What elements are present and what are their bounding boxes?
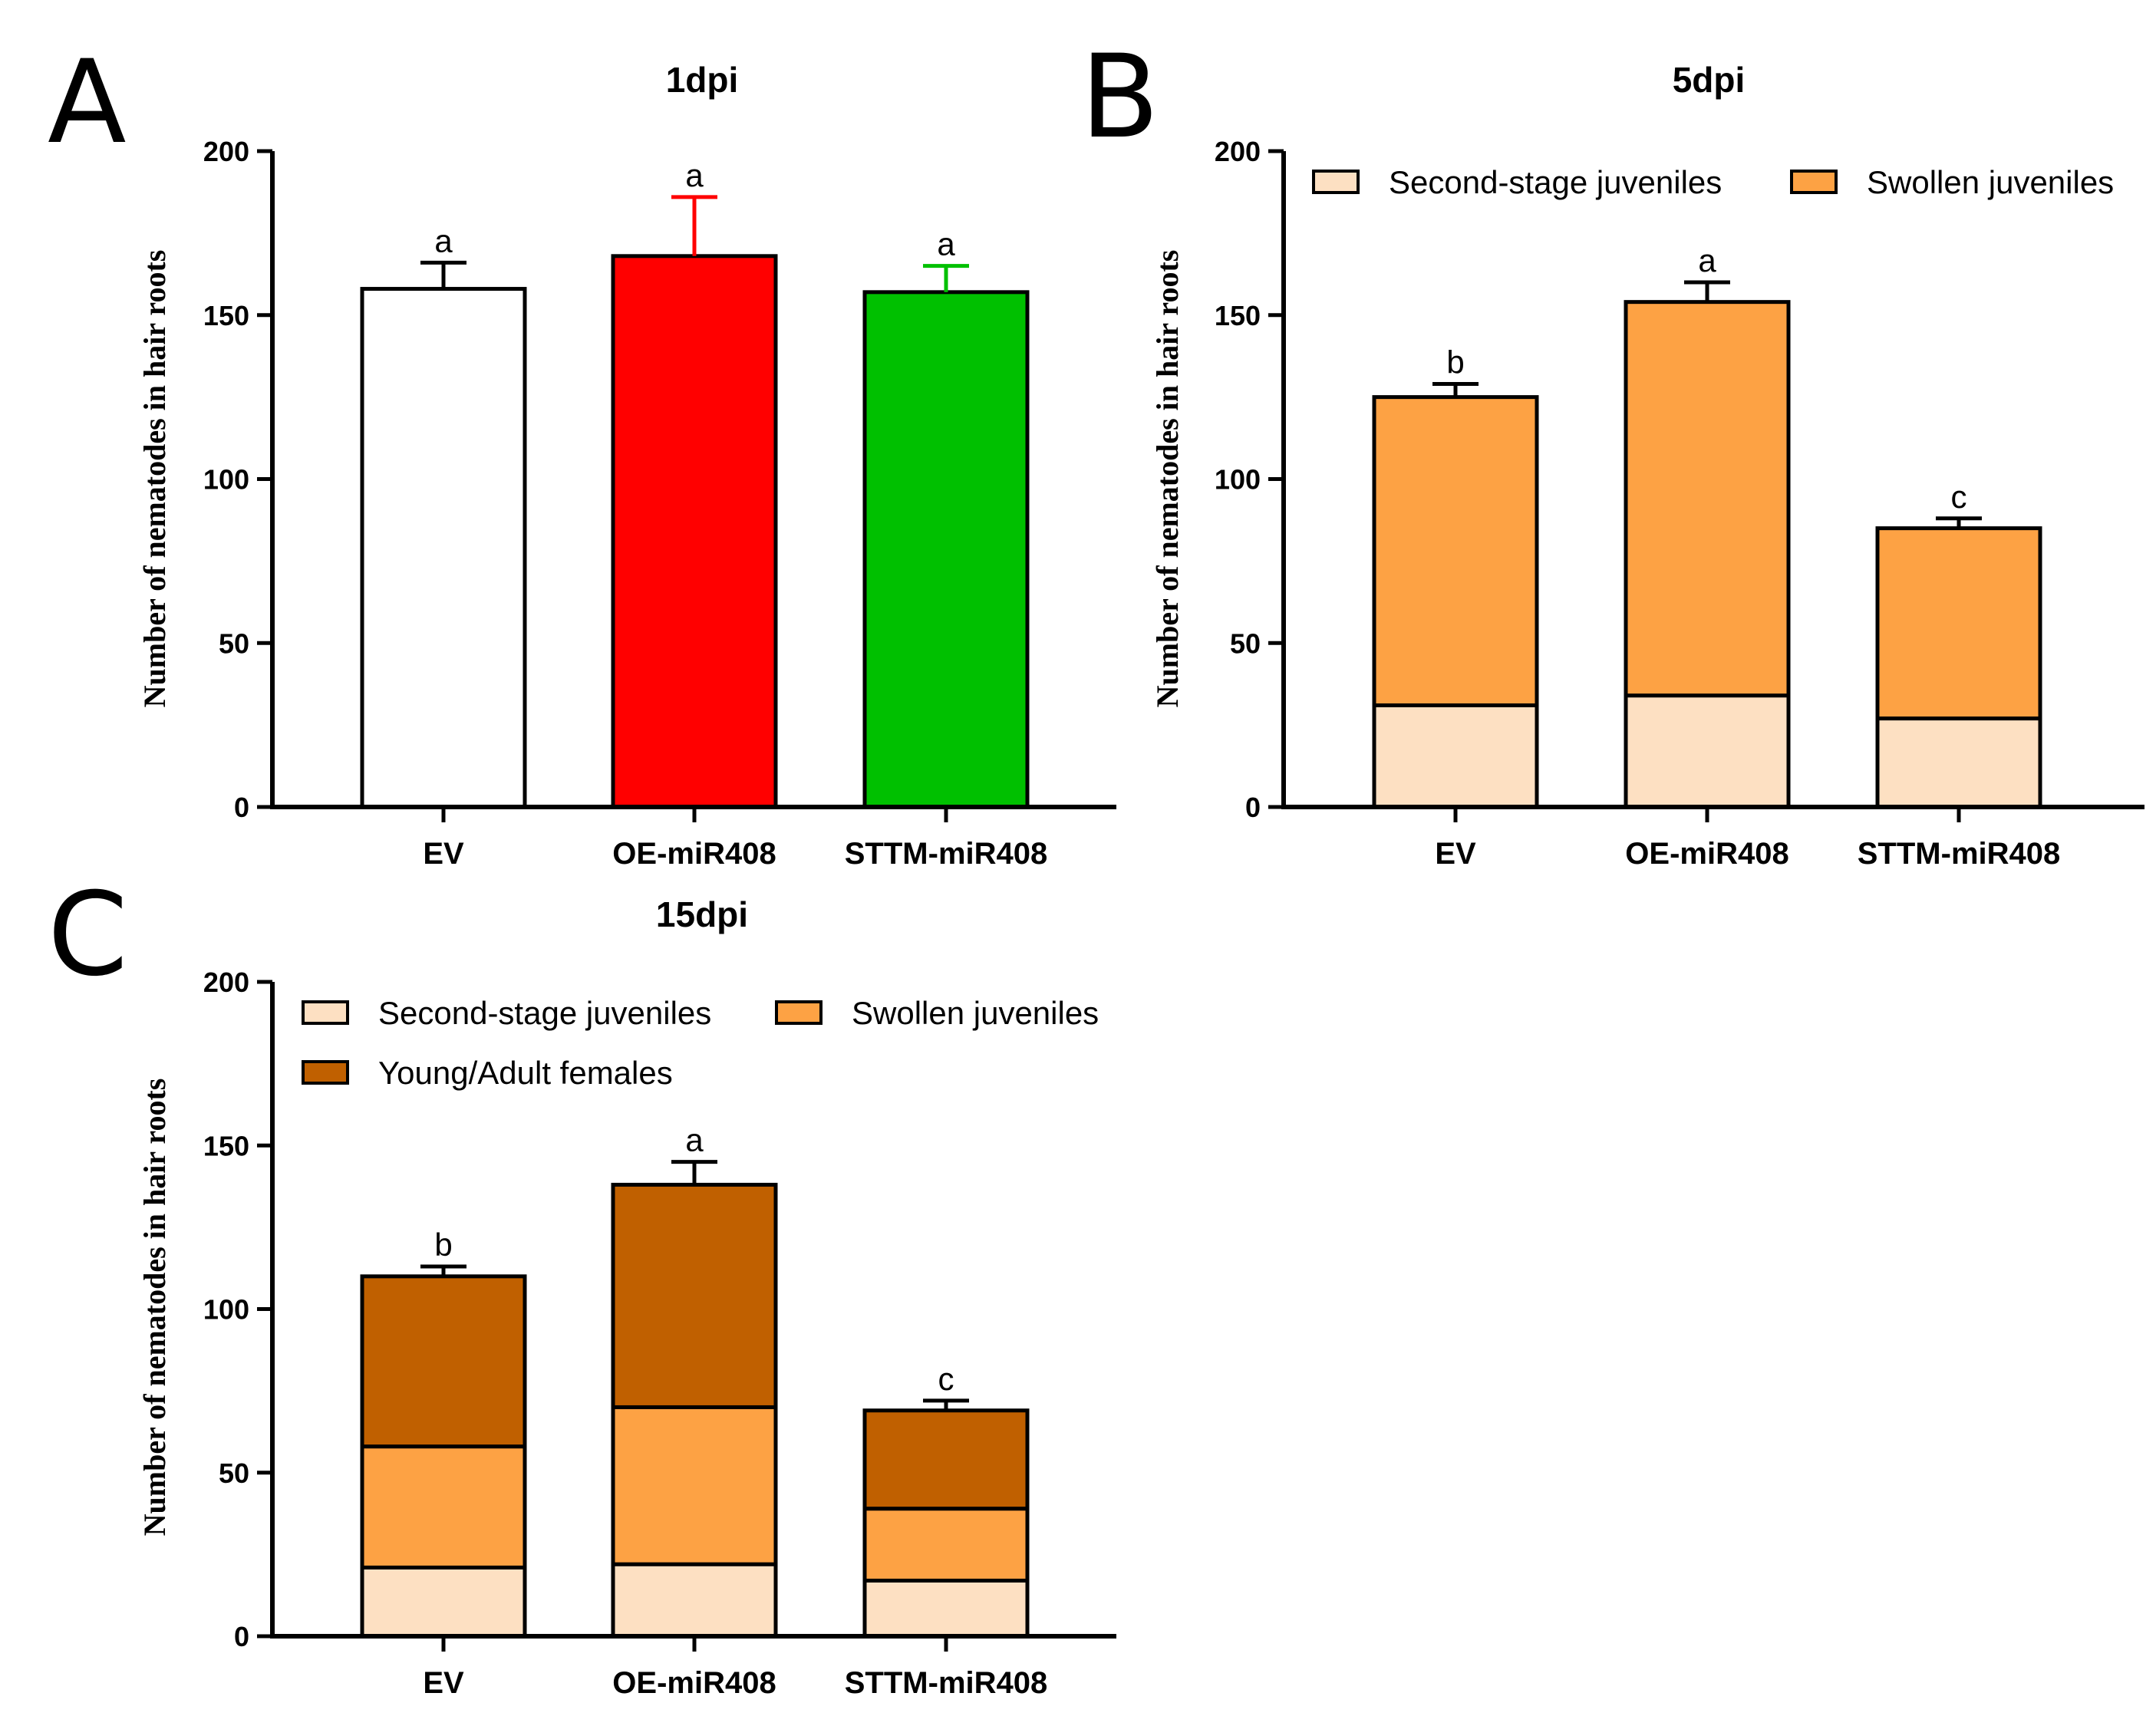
chart-panel-b: B 5dpi Number of nematodes in hair roots a b… xyxy=(1080,31,2144,871)
panel-letter: A xyxy=(48,36,127,170)
bar-segment xyxy=(360,1565,527,1639)
legend-swatch xyxy=(302,1000,349,1025)
bar-segment xyxy=(862,1408,1030,1511)
y-tick-label: 100 xyxy=(203,464,249,496)
y-axis-label: Number of nematodes in hair roots xyxy=(137,250,172,708)
bar-segment xyxy=(1875,716,2042,809)
y-tick-label: 50 xyxy=(219,1457,249,1489)
bar-segment xyxy=(611,1562,778,1639)
y-tick-label: 200 xyxy=(203,967,249,998)
x-tick-label: OE-miR408 xyxy=(1625,837,1788,871)
bar-segment xyxy=(360,1274,527,1449)
y-tick-label: 50 xyxy=(1230,627,1261,659)
bars: abaaac xyxy=(1372,242,2042,809)
legend: Second-stage juveniles Swollen juveniles Y… xyxy=(302,995,1099,1091)
y-tick-label: 200 xyxy=(203,136,249,167)
bar-segment xyxy=(1624,693,1791,809)
legend-swatch xyxy=(1790,170,1838,194)
legend-entry: Second-stage juveniles xyxy=(378,995,711,1031)
y-tick-label: 200 xyxy=(1215,136,1261,167)
chart-title: 5dpi xyxy=(1673,60,1746,100)
bar-segment xyxy=(360,1444,527,1569)
x-tick-label: EV xyxy=(423,1666,464,1700)
x-tick-label: OE-miR408 xyxy=(612,837,776,871)
bar-segment xyxy=(1372,395,1539,707)
y-tick-label: 0 xyxy=(234,792,249,823)
y-tick-label: 0 xyxy=(1245,792,1261,823)
legend-swatch xyxy=(1312,170,1360,194)
legend-swatch xyxy=(302,1060,349,1085)
bars: abbaaaacc xyxy=(360,1122,1030,1639)
significance-label: a xyxy=(937,226,955,262)
y-tick-label: 50 xyxy=(219,627,249,659)
y-tick-label: 150 xyxy=(203,300,249,331)
significance-label: a xyxy=(1698,242,1716,278)
bar-segment xyxy=(611,1182,778,1409)
y-tick-label: 100 xyxy=(1215,464,1261,496)
x-tick-label: STTM-miR408 xyxy=(1858,837,2061,871)
bar-segment xyxy=(862,1578,1030,1639)
chart-title: 1dpi xyxy=(666,60,739,100)
y-tick-label: 150 xyxy=(203,1130,249,1161)
significance-label: b xyxy=(434,1227,452,1263)
y-tick-label: 100 xyxy=(203,1294,249,1326)
x-tick-label: STTM-miR408 xyxy=(845,837,1048,871)
legend: Second-stage juveniles Swollen juveniles xyxy=(1312,164,2114,200)
chart-title: 15dpi xyxy=(656,894,748,934)
bar-segment xyxy=(1875,526,2042,721)
bar-segment xyxy=(611,1405,778,1566)
bar xyxy=(611,254,778,809)
y-tick-label: 150 xyxy=(1215,300,1261,331)
significance-label: b xyxy=(1446,344,1464,380)
significance-label: c xyxy=(1951,479,1967,515)
x-tick-label: STTM-miR408 xyxy=(845,1666,1048,1700)
x-tick-label: EV xyxy=(1435,837,1476,871)
legend-swatch xyxy=(775,1000,823,1025)
legend-entry: Second-stage juveniles xyxy=(1389,164,1722,200)
bar-segment xyxy=(1624,300,1791,698)
bar xyxy=(862,290,1030,809)
legend-entry: Swollen juveniles xyxy=(1867,164,2114,200)
bar-segment xyxy=(862,1507,1030,1583)
bar xyxy=(360,287,527,809)
x-tick-label: EV xyxy=(423,837,464,871)
panel-letter: C xyxy=(48,868,128,1002)
significance-label: a xyxy=(685,1122,704,1158)
chart-panel-c: C 15dpi Number of nematodes in hair roots a… xyxy=(48,868,1116,1700)
y-axis-label: Number of nematodes in hair roots xyxy=(137,1079,172,1536)
x-tick-label: OE-miR408 xyxy=(612,1666,776,1700)
panel-letter: B xyxy=(1080,31,1159,164)
y-axis-label: Number of nematodes in hair roots xyxy=(1150,250,1185,708)
bars: a a a xyxy=(360,157,1030,809)
significance-label: a xyxy=(434,222,453,259)
bar-segment xyxy=(1372,703,1539,809)
significance-label: c xyxy=(938,1361,954,1397)
significance-label: a xyxy=(685,157,704,193)
legend-entry: Young/Adult females xyxy=(378,1055,673,1091)
y-tick-label: 0 xyxy=(234,1621,249,1652)
legend-entry: Swollen juveniles xyxy=(852,995,1099,1031)
